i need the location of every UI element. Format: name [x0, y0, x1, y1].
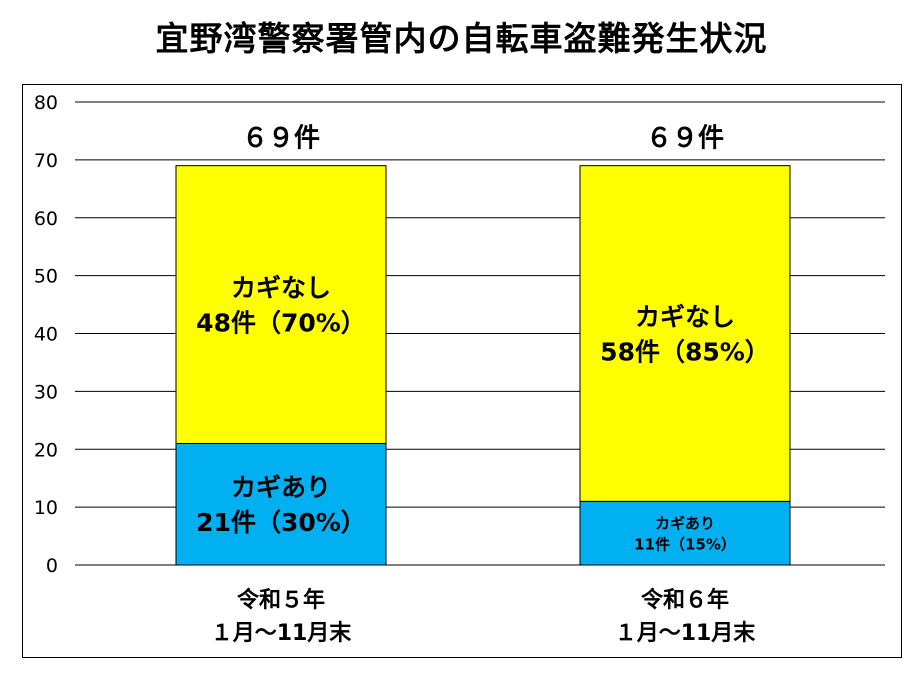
y-tick-label: 60: [34, 208, 58, 230]
y-tick-label: 20: [34, 439, 58, 461]
bar-segment: [579, 165, 791, 502]
category-label: １月～11月末: [615, 621, 757, 646]
data-label: カギなし: [231, 274, 331, 303]
category-label: 令和５年: [237, 587, 325, 613]
chart-frame: [22, 84, 902, 658]
data-label: 11件（15%）: [634, 535, 736, 553]
y-tick-label: 30: [34, 381, 58, 403]
data-label: カギあり: [655, 514, 715, 532]
data-label: 21件（30%）: [196, 508, 366, 537]
total-label: ６９件: [242, 124, 320, 154]
y-tick-label: 50: [34, 266, 58, 288]
category-label: １月～11月末: [211, 621, 353, 646]
chart-title: 宜野湾警察署管内の自転車盗難発生状況: [155, 19, 768, 58]
data-label: カギあり: [231, 473, 331, 502]
bar-segment: [175, 165, 387, 444]
y-tick-label: 10: [34, 497, 58, 519]
total-label: ６９件: [646, 124, 724, 154]
y-tick-label: 80: [34, 92, 58, 114]
data-label: カギなし: [635, 303, 735, 332]
data-label: 58件（85%）: [600, 338, 770, 367]
bar-segment: [579, 500, 791, 566]
data-label: 48件（70%）: [196, 309, 366, 338]
bar-segment: [175, 442, 387, 566]
y-tick-label: 40: [34, 324, 58, 346]
y-tick-label: 0: [46, 555, 58, 577]
y-tick-label: 70: [34, 150, 58, 172]
category-label: 令和６年: [641, 587, 729, 613]
